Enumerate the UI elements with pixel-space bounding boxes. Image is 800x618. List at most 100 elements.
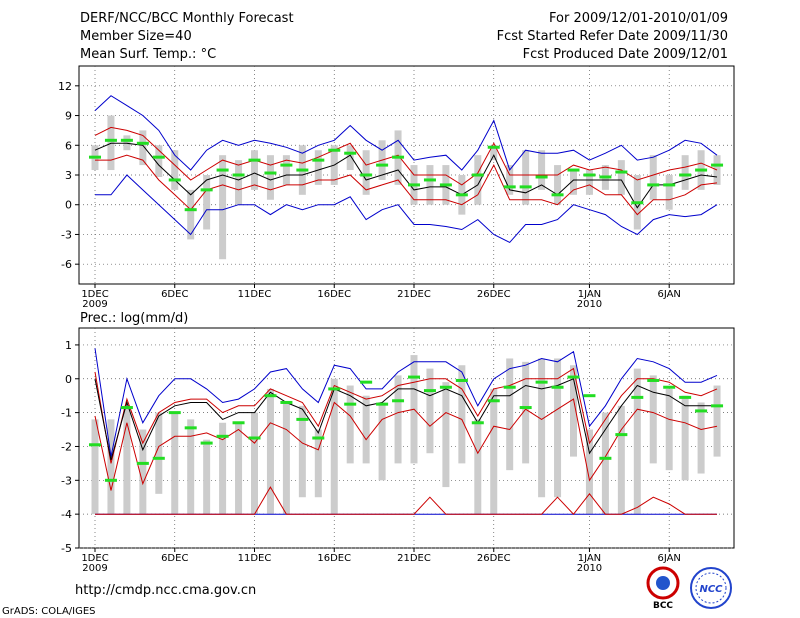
- observed-marker: [200, 188, 213, 192]
- chart-title: DERF/NCC/BCC Monthly Forecast: [80, 11, 294, 26]
- observed-marker: [615, 170, 628, 174]
- x-tick-label: 1DEC: [81, 553, 108, 564]
- observed-marker: [344, 151, 357, 155]
- ensemble-box: [713, 155, 721, 185]
- grads-credit: GrADS: COLA/IGES: [2, 606, 96, 617]
- observed-marker: [264, 394, 277, 398]
- ensemble-box: [187, 189, 195, 240]
- observed-marker: [136, 461, 149, 465]
- ensemble-box: [330, 378, 338, 515]
- observed-marker: [439, 385, 452, 389]
- x-tick-year: 2010: [577, 563, 602, 574]
- ensemble-box: [346, 385, 354, 464]
- ensemble-box: [585, 170, 593, 195]
- observed-marker: [455, 378, 468, 382]
- series-line-min: [95, 174, 718, 244]
- ncc-logo: NCC: [690, 567, 732, 609]
- observed-marker: [248, 158, 261, 162]
- observed-marker: [184, 208, 197, 212]
- observed-marker: [551, 193, 564, 197]
- observed-marker: [583, 394, 596, 398]
- ensemble-box: [506, 165, 514, 195]
- ensemble-box: [506, 358, 514, 471]
- observed-marker: [567, 375, 580, 379]
- observed-marker: [647, 183, 660, 187]
- ensemble-box: [649, 155, 657, 200]
- x-tick-year: 2009: [82, 563, 107, 574]
- member-size: Member Size=40: [80, 29, 192, 44]
- ensemble-box: [251, 150, 258, 190]
- ensemble-box: [474, 155, 482, 205]
- observed-marker: [89, 443, 101, 447]
- ensemble-box: [665, 175, 673, 210]
- series-line-mean: [94, 142, 718, 209]
- ensemble-box: [522, 150, 530, 205]
- observed-marker: [216, 434, 229, 438]
- ensemble-box: [123, 405, 131, 515]
- ensemble-box: [171, 150, 179, 190]
- precip-title: Prec.: log(mm/d): [80, 311, 188, 326]
- series-line-lower: [94, 398, 718, 491]
- y-tick-label: -3: [61, 228, 72, 241]
- ensemble-box: [107, 419, 115, 515]
- y-tick-label: -3: [61, 474, 72, 487]
- observed-marker: [296, 168, 309, 172]
- observed-marker: [647, 378, 660, 382]
- ensemble-box: [570, 170, 577, 195]
- ensemble-box: [203, 175, 211, 230]
- ensemble-box: [203, 439, 211, 515]
- observed-marker: [519, 185, 532, 189]
- y-tick-label: 12: [58, 80, 72, 93]
- plot-frame-precipitation: [78, 327, 735, 549]
- x-tick-year: 2010: [577, 299, 602, 310]
- x-tick-label: 26DEC: [477, 553, 511, 564]
- observed-marker: [439, 183, 452, 187]
- observed-marker: [232, 421, 245, 425]
- observed-marker: [152, 155, 165, 159]
- x-tick-label: 16DEC: [317, 553, 351, 564]
- produced-date: Fcst Produced Date 2009/12/01: [522, 47, 728, 62]
- observed-marker: [344, 402, 357, 406]
- ensemble-box: [538, 358, 546, 498]
- x-tick-label: 21DEC: [397, 553, 431, 564]
- x-tick-label: 16DEC: [317, 289, 351, 300]
- observed-marker: [711, 404, 724, 408]
- ensemble-box: [362, 395, 370, 464]
- observed-marker: [184, 426, 197, 430]
- observed-marker: [679, 173, 692, 177]
- ensemble-box: [139, 130, 147, 166]
- ensemble-box: [681, 155, 689, 190]
- observed-marker: [695, 168, 708, 172]
- observed-marker: [615, 433, 628, 437]
- observed-marker: [200, 441, 213, 445]
- series-line-upper: [94, 367, 718, 464]
- observed-marker: [455, 193, 468, 197]
- ensemble-box: [617, 160, 625, 195]
- ensemble-box: [490, 388, 498, 515]
- ensemble-box: [601, 412, 609, 515]
- ensemble-box: [362, 150, 370, 195]
- variable-label: Mean Surf. Temp.: °C: [80, 47, 217, 62]
- observed-marker: [376, 402, 389, 406]
- ensemble-box: [633, 368, 641, 515]
- series-line-lower: [95, 154, 718, 216]
- observed-marker: [663, 385, 676, 389]
- ensemble-box: [266, 388, 274, 515]
- observed-marker: [663, 183, 676, 187]
- y-tick-label: -6: [61, 258, 72, 271]
- ensemble-box: [187, 419, 195, 515]
- observed-marker: [248, 436, 261, 440]
- ensemble-box: [649, 375, 657, 464]
- observed-marker: [216, 168, 229, 172]
- observed-marker: [631, 395, 644, 399]
- observed-marker: [296, 417, 309, 421]
- ensemble-box: [139, 429, 147, 515]
- footer-url[interactable]: http://cmdp.ncc.cma.gov.cn: [75, 583, 257, 598]
- observed-marker: [312, 158, 325, 162]
- observed-marker: [328, 148, 341, 152]
- observed-marker: [168, 178, 181, 182]
- observed-marker: [360, 380, 373, 384]
- ensemble-box: [570, 365, 577, 457]
- x-tick-label: 11DEC: [238, 553, 272, 564]
